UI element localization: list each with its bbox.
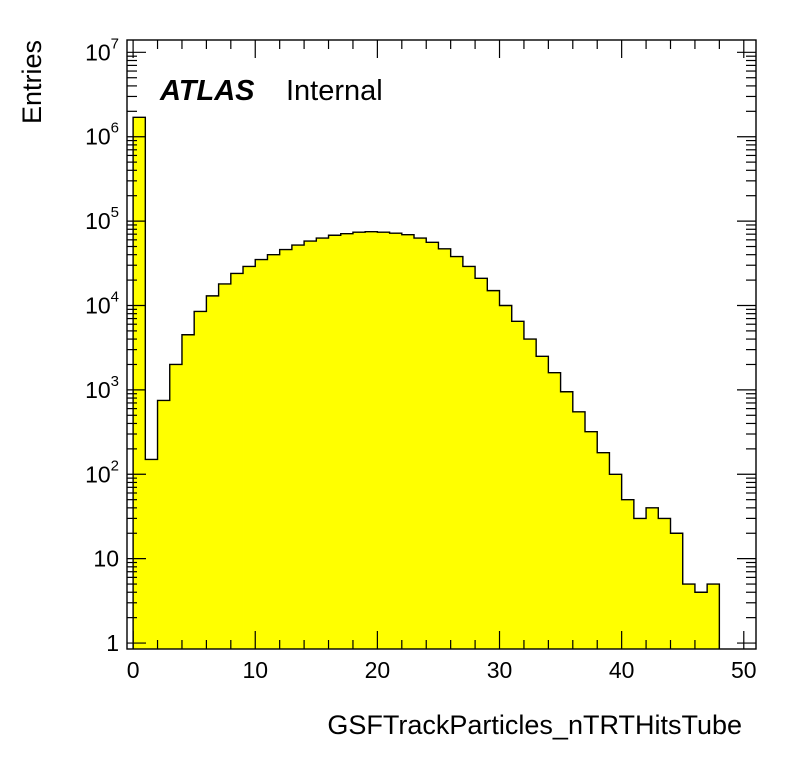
- histogram-bar: [414, 238, 427, 649]
- x-tick-label: 50: [731, 657, 757, 683]
- histogram-bar: [438, 248, 452, 649]
- x-tick-label: 30: [487, 657, 513, 683]
- histogram-bar: [682, 584, 696, 649]
- histogram-bar: [279, 249, 293, 650]
- histogram-bar: [487, 290, 500, 649]
- histogram-outline: [132, 116, 721, 649]
- histogram-bar: [218, 283, 232, 649]
- histogram-bar: [255, 259, 268, 649]
- histogram-bar: [707, 584, 720, 649]
- histogram-bar: [646, 507, 659, 649]
- histogram-bar: [401, 234, 415, 649]
- x-tick-label: 40: [609, 657, 635, 683]
- y-tick-label: 106: [85, 120, 119, 150]
- y-tick-label: 105: [85, 204, 119, 234]
- x-tick-label: 20: [365, 657, 391, 683]
- histogram-bar: [377, 232, 390, 649]
- histogram-bar: [536, 356, 549, 649]
- y-tick-label: 104: [85, 288, 119, 318]
- histogram-bar: [426, 242, 439, 650]
- histogram-bar: [511, 321, 525, 649]
- histogram-bars: [133, 117, 720, 650]
- histogram-bar: [597, 452, 610, 649]
- histogram-bar: [499, 305, 513, 649]
- tick-labels: 0 10 20 30 40 50 1 10 102 103 104 105 106 107: [85, 35, 757, 683]
- x-axis-title: GSFTrackParticles_nTRTHitsTube: [327, 710, 742, 740]
- histogram-bar: [181, 334, 195, 649]
- histogram-bar: [621, 499, 635, 649]
- histogram-bar: [670, 533, 684, 649]
- axis-ticks: [127, 40, 756, 649]
- histogram-bar: [133, 117, 146, 650]
- histogram-bar: [243, 266, 256, 649]
- histogram-bar: [694, 592, 708, 649]
- y-tick-label: 103: [85, 373, 119, 403]
- histogram-bar: [523, 339, 537, 649]
- histogram-bar: [169, 364, 183, 649]
- histogram-bar: [389, 233, 403, 649]
- histogram-bar: [548, 372, 561, 649]
- histogram-bar: [352, 232, 366, 649]
- y-tick-label: 1: [106, 630, 119, 656]
- histogram-bar: [450, 256, 464, 649]
- histogram-bar: [145, 459, 158, 649]
- histogram-bar: [633, 518, 647, 649]
- histogram-bar: [230, 273, 244, 649]
- histogram-bar: [157, 400, 171, 649]
- histogram-bar: [365, 231, 378, 649]
- histogram-bar: [206, 295, 220, 649]
- x-tick-label: 10: [242, 657, 268, 683]
- histogram-bar: [609, 474, 623, 649]
- x-tick-label: 0: [127, 657, 140, 683]
- histogram-bar: [304, 241, 317, 650]
- y-tick-label: 102: [85, 457, 119, 487]
- histogram-bar: [194, 311, 207, 649]
- y-tick-label: 107: [85, 35, 119, 65]
- histogram-bar: [475, 278, 488, 649]
- histogram-bar: [291, 245, 305, 649]
- y-tick-label: 10: [93, 546, 119, 572]
- histogram-bar: [316, 238, 329, 649]
- histogram-bar: [560, 391, 574, 649]
- y-axis-title: Entries: [17, 40, 47, 124]
- internal-label: Internal: [286, 75, 383, 107]
- atlas-label: ATLAS: [159, 75, 255, 107]
- histogram-bar: [462, 266, 476, 649]
- histogram-bar: [585, 431, 598, 649]
- histogram-bar: [572, 411, 586, 649]
- plot-frame: [126, 39, 757, 650]
- histogram-bar: [328, 235, 342, 649]
- histogram-bar: [267, 254, 281, 649]
- histogram-bar: [340, 233, 354, 649]
- histogram-bar: [658, 518, 671, 649]
